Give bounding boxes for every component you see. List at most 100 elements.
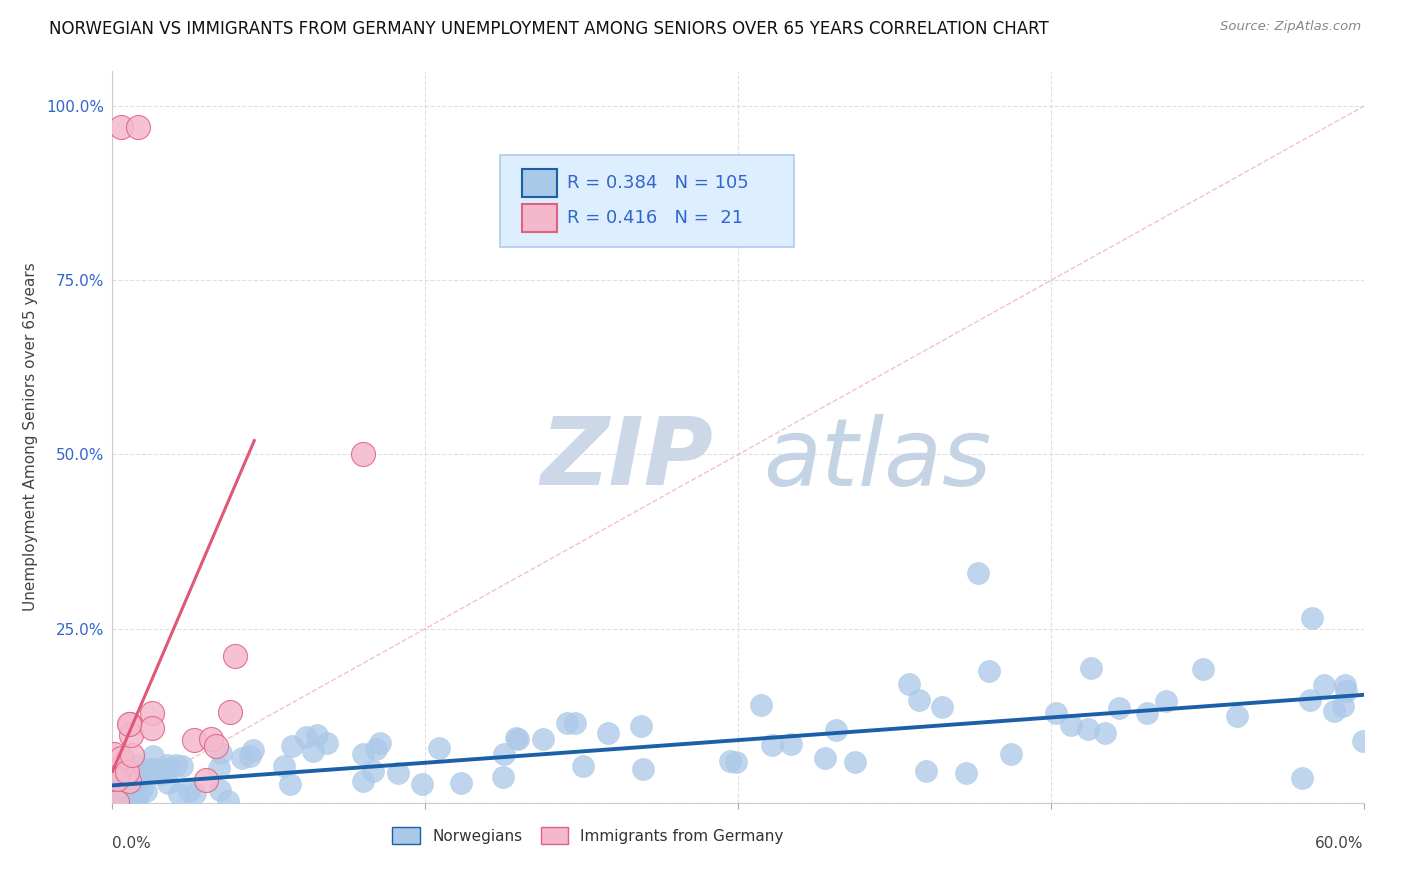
- Point: [224, 649, 246, 664]
- Point: [280, 739, 302, 754]
- Point: [170, 759, 193, 773]
- Point: [955, 766, 977, 780]
- Point: [105, 795, 128, 809]
- Point: [121, 748, 143, 763]
- Point: [131, 769, 153, 783]
- Point: [1336, 684, 1358, 698]
- Point: [165, 757, 187, 772]
- Point: [239, 748, 262, 763]
- Point: [195, 772, 218, 787]
- Text: 60.0%: 60.0%: [1316, 836, 1364, 851]
- Point: [156, 758, 179, 772]
- Point: [131, 781, 153, 796]
- Point: [967, 566, 990, 580]
- Point: [450, 776, 472, 790]
- Point: [720, 754, 742, 768]
- Point: [1136, 706, 1159, 720]
- Point: [824, 723, 846, 738]
- Point: [915, 764, 938, 778]
- FancyBboxPatch shape: [501, 155, 794, 247]
- Point: [780, 737, 803, 751]
- Point: [1226, 709, 1249, 723]
- Point: [135, 783, 157, 797]
- Point: [217, 794, 239, 808]
- Point: [117, 764, 139, 779]
- Point: [141, 706, 163, 720]
- Point: [110, 760, 132, 774]
- Point: [316, 736, 339, 750]
- Point: [555, 716, 578, 731]
- Point: [156, 762, 179, 776]
- Point: [141, 721, 163, 735]
- Point: [749, 698, 772, 712]
- Point: [117, 770, 139, 784]
- Point: [112, 776, 135, 790]
- Point: [145, 762, 167, 776]
- Text: Source: ZipAtlas.com: Source: ZipAtlas.com: [1220, 20, 1361, 33]
- Point: [115, 791, 138, 805]
- Y-axis label: Unemployment Among Seniors over 65 years: Unemployment Among Seniors over 65 years: [22, 263, 38, 611]
- Point: [131, 765, 153, 780]
- Point: [219, 705, 242, 719]
- Point: [761, 738, 783, 752]
- Point: [110, 760, 132, 774]
- Point: [167, 787, 190, 801]
- Point: [368, 736, 391, 750]
- Point: [103, 747, 125, 762]
- Point: [115, 764, 138, 779]
- Point: [101, 765, 124, 780]
- Point: [127, 766, 149, 780]
- Point: [1333, 678, 1355, 692]
- Point: [630, 718, 652, 732]
- Point: [121, 768, 143, 782]
- Point: [118, 773, 141, 788]
- Point: [149, 766, 172, 780]
- Point: [1045, 706, 1067, 721]
- Point: [1323, 704, 1346, 718]
- Point: [107, 778, 129, 792]
- Point: [814, 751, 837, 765]
- Point: [112, 774, 135, 789]
- Point: [121, 788, 143, 802]
- Point: [352, 747, 374, 761]
- Text: R = 0.416   N =  21: R = 0.416 N = 21: [567, 210, 742, 227]
- Point: [897, 677, 920, 691]
- Point: [531, 732, 554, 747]
- Point: [505, 731, 527, 745]
- Point: [1080, 660, 1102, 674]
- Point: [1299, 693, 1322, 707]
- Point: [231, 751, 253, 765]
- Point: [1108, 700, 1130, 714]
- Point: [979, 665, 1001, 679]
- Point: [364, 742, 387, 756]
- Text: atlas: atlas: [763, 414, 991, 505]
- Point: [111, 779, 134, 793]
- Point: [278, 777, 301, 791]
- Point: [118, 789, 141, 804]
- Point: [908, 693, 931, 707]
- Point: [1000, 747, 1022, 761]
- Point: [492, 747, 515, 761]
- Point: [1077, 722, 1099, 736]
- Text: 0.0%: 0.0%: [112, 836, 152, 851]
- Point: [571, 759, 593, 773]
- Point: [118, 716, 141, 731]
- Point: [506, 732, 529, 747]
- Point: [273, 759, 295, 773]
- Point: [105, 772, 128, 786]
- Point: [427, 741, 450, 756]
- Point: [128, 785, 150, 799]
- Point: [1060, 718, 1083, 732]
- Point: [725, 755, 748, 769]
- Point: [596, 726, 619, 740]
- Point: [361, 764, 384, 778]
- Point: [352, 448, 374, 462]
- Point: [127, 758, 149, 772]
- Legend: Norwegians, Immigrants from Germany: Norwegians, Immigrants from Germany: [387, 822, 790, 850]
- Point: [1156, 693, 1178, 707]
- Point: [209, 746, 232, 760]
- Point: [352, 773, 374, 788]
- Point: [110, 751, 132, 765]
- Point: [142, 748, 165, 763]
- Point: [564, 716, 586, 731]
